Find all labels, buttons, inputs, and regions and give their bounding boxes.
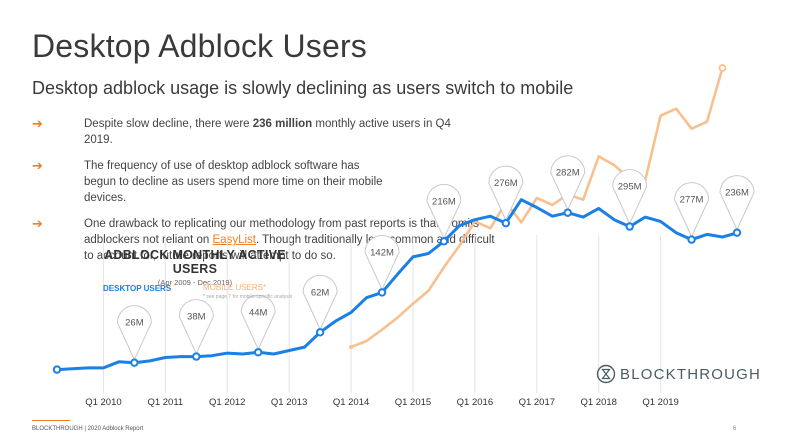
marker-layer: 26M 38M 44M 62M 142M 216M 276M 282M 295M 277M 236M [52,155,755,374]
x-tick-label: Q1 2011 [147,397,183,408]
x-tick-label: Q1 2015 [395,397,431,408]
callout-bubble [178,299,214,355]
desktop-data-marker [625,222,634,231]
bullet-text: Despite slow decline, there were [84,118,253,130]
x-tick-label: Q1 2014 [333,397,369,408]
callout-pin: 216M [426,183,462,240]
easylist-link[interactable]: EasyList [212,234,256,246]
desktop-data-marker [192,352,201,361]
legend-mobile: MOBILE USERS* [203,283,267,292]
callout-bubble [674,182,710,238]
desktop-data-marker [52,365,62,374]
callout-pin: 26M [116,305,152,361]
legend-desktop: DESKTOP USERS [103,284,172,293]
mobile-users-line [350,67,724,349]
callout-label: 282M [556,168,580,179]
x-axis-ticks: Q1 2010 Q1 2011 Q1 2012 Q1 2013 Q1 2014 Q1 20… [85,397,679,408]
callout-bubble [550,155,586,211]
callout-bubble [488,165,524,222]
callout-bubble [116,305,152,361]
callout-pin: 276M [488,165,524,222]
footer-text: BLOCKTHROUGH | 2020 Adblock Report [32,426,144,432]
bullet-text: monthly active users in Q4 2019. [84,118,451,146]
mobile-end-marker [718,64,727,72]
desktop-data-marker [315,328,325,337]
bullet-item: ➔ Despite slow decline, there were 236 m… [32,116,462,148]
callout-label: 236M [725,188,749,199]
page-subtitle: Desktop adblock usage is slowly declinin… [32,78,574,98]
page-number: 6 [733,426,737,432]
desktop-data-marker [130,358,139,367]
mobile-start-marker [349,345,354,350]
callout-label: 26M [125,318,144,329]
callout-pin: 295M [612,169,648,225]
brand-logo: BLOCKTHROUGH [596,364,761,384]
arrow-icon: ➔ [32,158,43,173]
callout-label: 295M [618,182,642,193]
desktop-data-marker [254,348,263,357]
desktop-data-marker [563,208,572,217]
callout-label: 38M [187,312,206,323]
callout-pin: 236M [719,175,755,231]
callout-bubble [302,274,338,331]
bullet-list: ➔ Despite slow decline, there were 236 m… [32,116,495,274]
x-tick-label: Q1 2013 [271,397,307,408]
callout-label: 62M [311,287,330,298]
desktop-series [56,198,739,372]
x-tick-label: Q1 2010 [85,397,121,408]
bullet-text: One drawback to replicating our methodol… [84,218,480,246]
callout-label: 276M [494,178,518,189]
callout-bubble [426,183,462,240]
mobile-series [349,64,727,350]
x-tick-label: Q1 2016 [457,397,493,408]
desktop-data-marker [687,235,696,244]
bullet-text: . Though traditionally less common and d… [84,234,495,262]
chart-title: ADBLOCK MONTHLY ACTIVE USERS [104,248,286,276]
brand-name: BLOCKTHROUGH [620,365,762,383]
chart-date-range: (Apr 2009 - Dec 2019) [157,278,233,287]
bullet-highlight: 236 million [252,118,313,130]
desktop-data-marker [377,288,387,297]
arrow-icon: ➔ [32,216,43,231]
bullet-item: ➔ One drawback to replicating our method… [32,216,504,264]
desktop-data-marker [439,237,449,246]
desktop-data-marker [732,228,742,237]
callout-label: 277M [680,195,704,206]
callout-bubble [612,169,648,225]
callout-pin: 44M [240,294,276,351]
callout-pin: 277M [674,182,710,238]
bullet-text: The frequency of use of desktop adblock … [84,160,383,204]
x-tick-label: Q1 2012 [209,397,245,408]
x-tick-label: Q1 2019 [642,397,678,408]
callout-label: 44M [249,307,268,318]
x-tick-label: Q1 2018 [580,397,616,408]
callout-pin: 62M [302,274,338,331]
page-title: Desktop Adblock Users [32,28,368,64]
callout-pin: 38M [178,299,214,355]
callout-bubble [240,294,276,351]
callout-bubble [719,175,755,231]
legend-note: * see page 7 for mobile-specific analysi… [203,294,293,300]
desktop-data-marker [501,218,511,228]
hourglass-icon [596,364,616,384]
x-tick-label: Q1 2017 [519,397,555,408]
desktop-users-line [56,198,739,372]
chart-header: ADBLOCK MONTHLY ACTIVE USERS (Apr 2009 -… [90,248,300,287]
bullet-item: ➔ The frequency of use of desktop adbloc… [32,158,384,206]
callout-label: 142M [370,247,394,258]
callout-pin: 282M [550,155,586,211]
callout-label: 216M [432,196,456,207]
arrow-icon: ➔ [32,116,43,131]
callout-pin: 142M [364,234,400,291]
footer-divider [32,420,70,421]
callout-bubble [364,234,400,291]
